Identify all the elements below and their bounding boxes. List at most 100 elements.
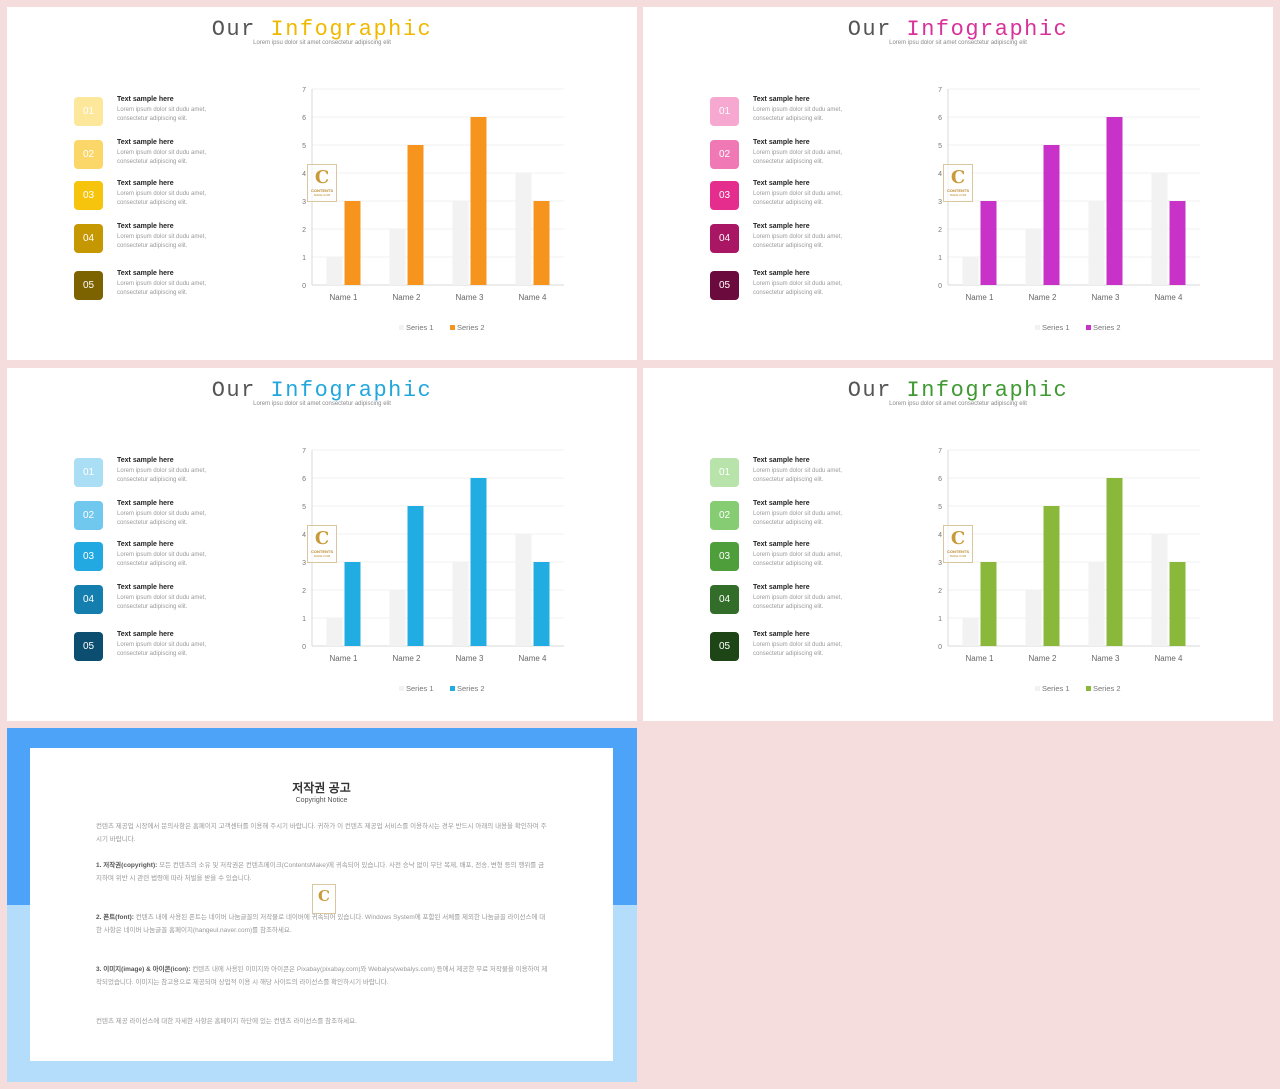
x-tick-label: Name 4 <box>1154 293 1183 302</box>
slide-subtitle: Lorem ipsu dolor sit amet consectetur ad… <box>889 40 1027 46</box>
bar-series-1 <box>515 534 532 646</box>
bar-series-1 <box>1151 534 1168 646</box>
list-item: 01 Text sample here Lorem ipsum dolor sit … <box>710 96 910 129</box>
y-tick-label: 5 <box>302 143 306 150</box>
item-text: Lorem ipsum dolor sit dudu amet, consect… <box>753 642 843 657</box>
slide-title: Our Infographic <box>211 17 433 42</box>
contents-logo: C CONTENTS MAKE.COM <box>307 525 337 563</box>
bar-series-2 <box>1169 562 1186 646</box>
legend-label: Series 2 <box>457 323 485 332</box>
item-text: Lorem ipsum dolor sit dudu amet, consect… <box>753 511 843 526</box>
bar-series-2 <box>1169 201 1186 285</box>
item-text: Lorem ipsum dolor sit dudu amet, consect… <box>117 595 207 610</box>
copyright-title: 저작권 공고 <box>292 781 351 795</box>
x-tick-label: Name 2 <box>392 293 421 302</box>
number-badge: 03 <box>710 181 739 210</box>
x-tick-label: Name 2 <box>392 654 421 663</box>
number-badge: 01 <box>710 458 739 487</box>
list-item: 03 Text sample here Lorem ipsum dolor sit … <box>710 541 910 574</box>
y-tick-label: 0 <box>938 283 942 290</box>
list-item: 01 Text sample here Lorem ipsum dolor sit … <box>74 457 274 490</box>
bar-series-1 <box>326 257 343 285</box>
item-heading: Text sample here <box>753 541 810 548</box>
item-text: Lorem ipsum dolor sit dudu amet, consect… <box>117 642 207 657</box>
item-text: Lorem ipsum dolor sit dudu amet, consect… <box>753 191 843 206</box>
bar-chart: 0 1 2 3 4 5 6 7 Name 1 Name 2 Name 3 Name 4 Series 1… <box>302 448 564 693</box>
copyright-section-3: 3. 이미지(image) & 아이콘(icon): 컨텐츠 내에 사용된 이미… <box>96 966 548 986</box>
copyright-intro: 컨텐츠 제공업 시장에서 문의사항은 홈페이지 고객센터를 이용해 주시기 바랍… <box>96 823 547 843</box>
number-badge: 04 <box>74 585 103 614</box>
y-tick-label: 6 <box>938 115 942 122</box>
item-heading: Text sample here <box>753 584 810 591</box>
x-tick-label: Name 1 <box>329 293 358 302</box>
legend-label: Series 1 <box>406 684 434 693</box>
y-tick-label: 7 <box>302 87 306 94</box>
copyright-section-1: 1. 저작권(copyright): 모든 컨텐츠의 소유 및 저작권은 컨텐츠… <box>96 862 545 882</box>
slide-subtitle: Lorem ipsu dolor sit amet consectetur ad… <box>253 401 391 407</box>
y-tick-label: 2 <box>302 227 306 234</box>
item-heading: Text sample here <box>753 457 810 464</box>
slide-pink: Our Infographic Lorem ipsu dolor sit ame… <box>643 7 1273 360</box>
item-heading: Text sample here <box>117 457 174 464</box>
item-text: Lorem ipsum dolor sit dudu amet, consect… <box>753 595 843 610</box>
legend-swatch <box>1086 325 1091 330</box>
list-item: 05 Text sample here Lorem ipsum dolor sit … <box>74 270 274 303</box>
bar-series-2 <box>533 201 550 285</box>
item-text: Lorem ipsum dolor sit dudu amet, consect… <box>753 150 843 165</box>
bar-series-2 <box>470 117 487 285</box>
list-item: 04 Text sample here Lorem ipsum dolor sit … <box>74 584 274 617</box>
legend-label: Series 2 <box>457 684 485 693</box>
legend-swatch <box>1086 686 1091 691</box>
bar-series-1 <box>389 229 406 285</box>
bar-series-2 <box>407 145 424 285</box>
y-tick-label: 3 <box>938 199 942 206</box>
item-text: Lorem ipsum dolor sit dudu amet, consect… <box>117 552 207 567</box>
item-text: Lorem ipsum dolor sit dudu amet, consect… <box>117 234 207 249</box>
y-tick-label: 0 <box>302 644 306 651</box>
bar-series-1 <box>1088 562 1105 646</box>
bar-series-1 <box>1025 590 1042 646</box>
legend-label: Series 2 <box>1093 323 1121 332</box>
slide-green: Our Infographic Lorem ipsu dolor sit ame… <box>643 368 1273 721</box>
y-tick-label: 1 <box>938 616 942 623</box>
bar-series-2 <box>1106 117 1123 285</box>
number-badge: 05 <box>710 271 739 300</box>
x-tick-label: Name 3 <box>455 654 484 663</box>
item-text: Lorem ipsum dolor sit dudu amet, consect… <box>753 281 843 296</box>
bar-series-2 <box>470 478 487 646</box>
list-item: 02 Text sample here Lorem ipsum dolor sit … <box>710 139 910 172</box>
item-heading: Text sample here <box>117 500 174 507</box>
y-tick-label: 7 <box>938 448 942 455</box>
list-item: 05 Text sample here Lorem ipsum dolor sit … <box>74 631 274 664</box>
item-text: Lorem ipsum dolor sit dudu amet, consect… <box>117 191 207 206</box>
legend-label: Series 1 <box>1042 323 1070 332</box>
x-tick-label: Name 2 <box>1028 293 1057 302</box>
list-item: 01 Text sample here Lorem ipsum dolor sit … <box>74 96 274 129</box>
number-badge: 02 <box>74 140 103 169</box>
y-tick-label: 2 <box>302 588 306 595</box>
bar-series-1 <box>1088 201 1105 285</box>
item-heading: Text sample here <box>117 223 174 230</box>
bar-series-1 <box>389 590 406 646</box>
y-tick-label: 6 <box>302 476 306 483</box>
copyright-subtitle: Copyright Notice <box>295 797 348 804</box>
list-item: 04 Text sample here Lorem ipsum dolor sit … <box>710 584 910 617</box>
contents-logo: C CONTENTS MAKE.COM <box>307 164 337 202</box>
y-tick-label: 4 <box>302 171 306 178</box>
bar-series-2 <box>980 201 997 285</box>
item-heading: Text sample here <box>753 96 810 103</box>
number-badge: 02 <box>710 501 739 530</box>
slide-subtitle: Lorem ipsu dolor sit amet consectetur ad… <box>253 40 391 46</box>
x-tick-label: Name 2 <box>1028 654 1057 663</box>
slide-title: Our Infographic <box>847 17 1069 42</box>
number-badge: 05 <box>710 632 739 661</box>
bar-series-2 <box>344 562 361 646</box>
x-tick-label: Name 3 <box>1091 293 1120 302</box>
legend-swatch <box>450 686 455 691</box>
contents-logo: C <box>312 884 336 914</box>
y-tick-label: 3 <box>302 560 306 567</box>
legend-label: Series 2 <box>1093 684 1121 693</box>
y-tick-label: 7 <box>302 448 306 455</box>
y-tick-label: 5 <box>938 504 942 511</box>
y-tick-label: 1 <box>938 255 942 262</box>
